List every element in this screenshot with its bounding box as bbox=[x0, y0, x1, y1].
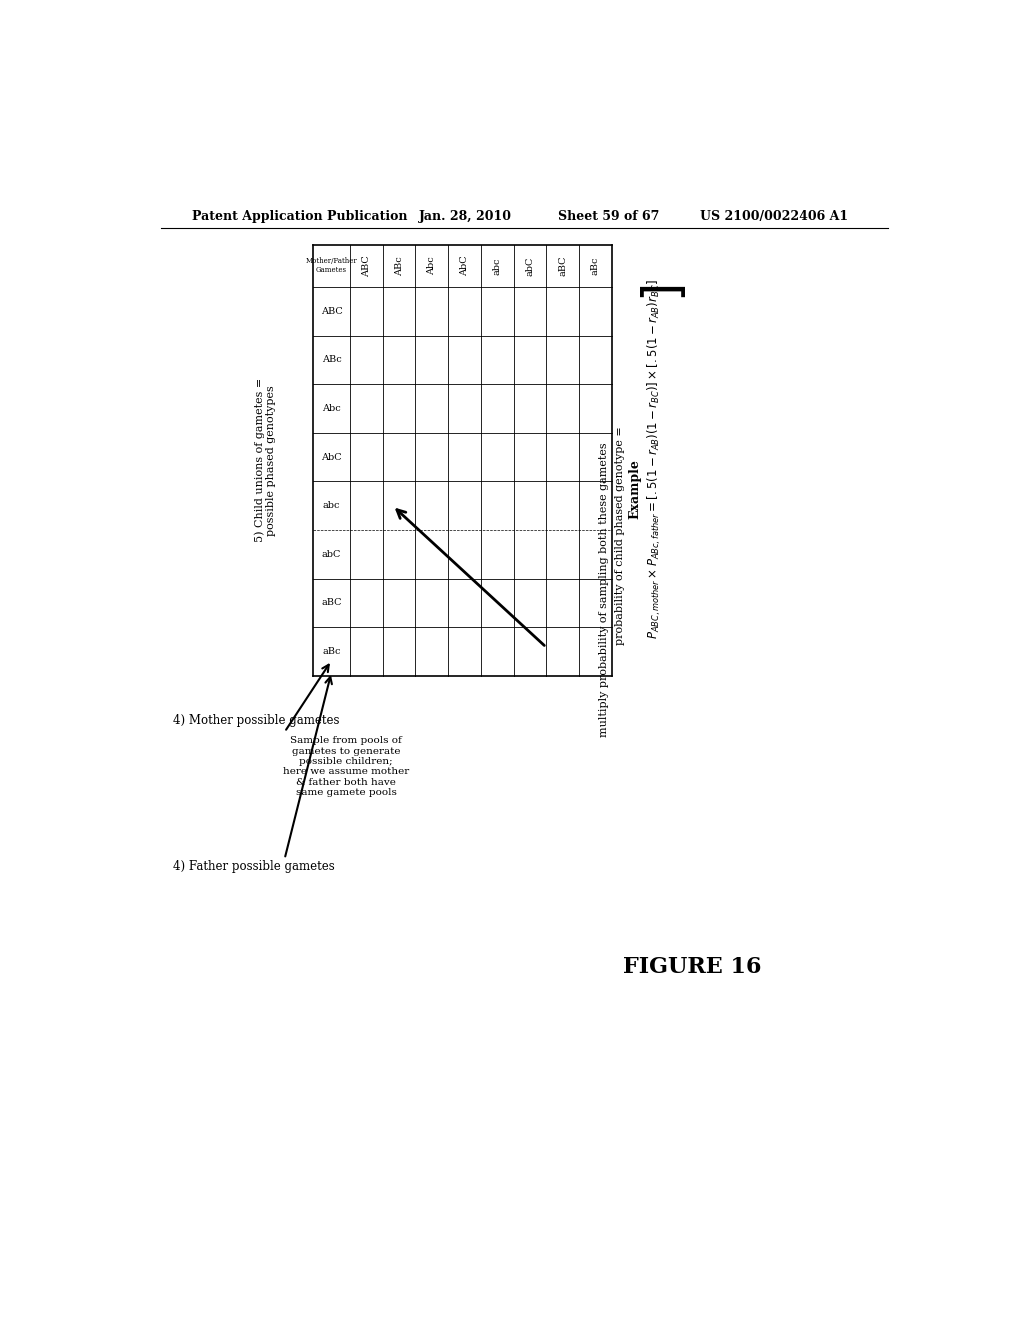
Text: 5) Child unions of gametes =
possible phased genotypes: 5) Child unions of gametes = possible ph… bbox=[254, 378, 276, 543]
Text: aBC: aBC bbox=[558, 256, 567, 276]
Text: FIGURE 16: FIGURE 16 bbox=[624, 956, 762, 978]
Text: abC: abC bbox=[322, 550, 341, 558]
Text: Abc: Abc bbox=[427, 256, 436, 275]
Text: Sample from pools of
gametes to generate
possible children;
here we assume mothe: Sample from pools of gametes to generate… bbox=[283, 737, 410, 797]
Text: ABC: ABC bbox=[321, 306, 342, 315]
Text: aBc: aBc bbox=[591, 256, 600, 275]
Text: 4) Mother possible gametes: 4) Mother possible gametes bbox=[173, 714, 339, 727]
Text: Example: Example bbox=[629, 459, 641, 520]
Text: ABc: ABc bbox=[322, 355, 341, 364]
Text: 4) Father possible gametes: 4) Father possible gametes bbox=[173, 861, 335, 874]
Text: $P_{ABC,mother} \times P_{ABc,father} = [.5(1 - r_{AB})(1 - r_{BC})] \times [.5(: $P_{ABC,mother} \times P_{ABc,father} = … bbox=[645, 279, 663, 639]
Text: ABC: ABC bbox=[361, 255, 371, 277]
Text: Sheet 59 of 67: Sheet 59 of 67 bbox=[558, 210, 659, 223]
Text: Abc: Abc bbox=[323, 404, 341, 413]
Text: Mother/Father
Gametes: Mother/Father Gametes bbox=[305, 257, 357, 275]
Text: $]$: $]$ bbox=[641, 285, 690, 302]
Text: aBc: aBc bbox=[323, 647, 341, 656]
Text: AbC: AbC bbox=[322, 453, 342, 462]
Text: ABc: ABc bbox=[394, 256, 403, 276]
Text: abc: abc bbox=[323, 502, 340, 511]
Text: aBC: aBC bbox=[322, 598, 342, 607]
Text: AbC: AbC bbox=[460, 256, 469, 276]
Text: abC: abC bbox=[525, 256, 535, 276]
Text: probability of child phased genotype =: probability of child phased genotype = bbox=[614, 426, 625, 645]
Text: Patent Application Publication: Patent Application Publication bbox=[193, 210, 408, 223]
Text: multiply probability of sampling both these gametes: multiply probability of sampling both th… bbox=[599, 442, 609, 737]
Text: abc: abc bbox=[493, 257, 502, 275]
Text: US 2100/0022406 A1: US 2100/0022406 A1 bbox=[700, 210, 849, 223]
Text: Jan. 28, 2010: Jan. 28, 2010 bbox=[419, 210, 512, 223]
